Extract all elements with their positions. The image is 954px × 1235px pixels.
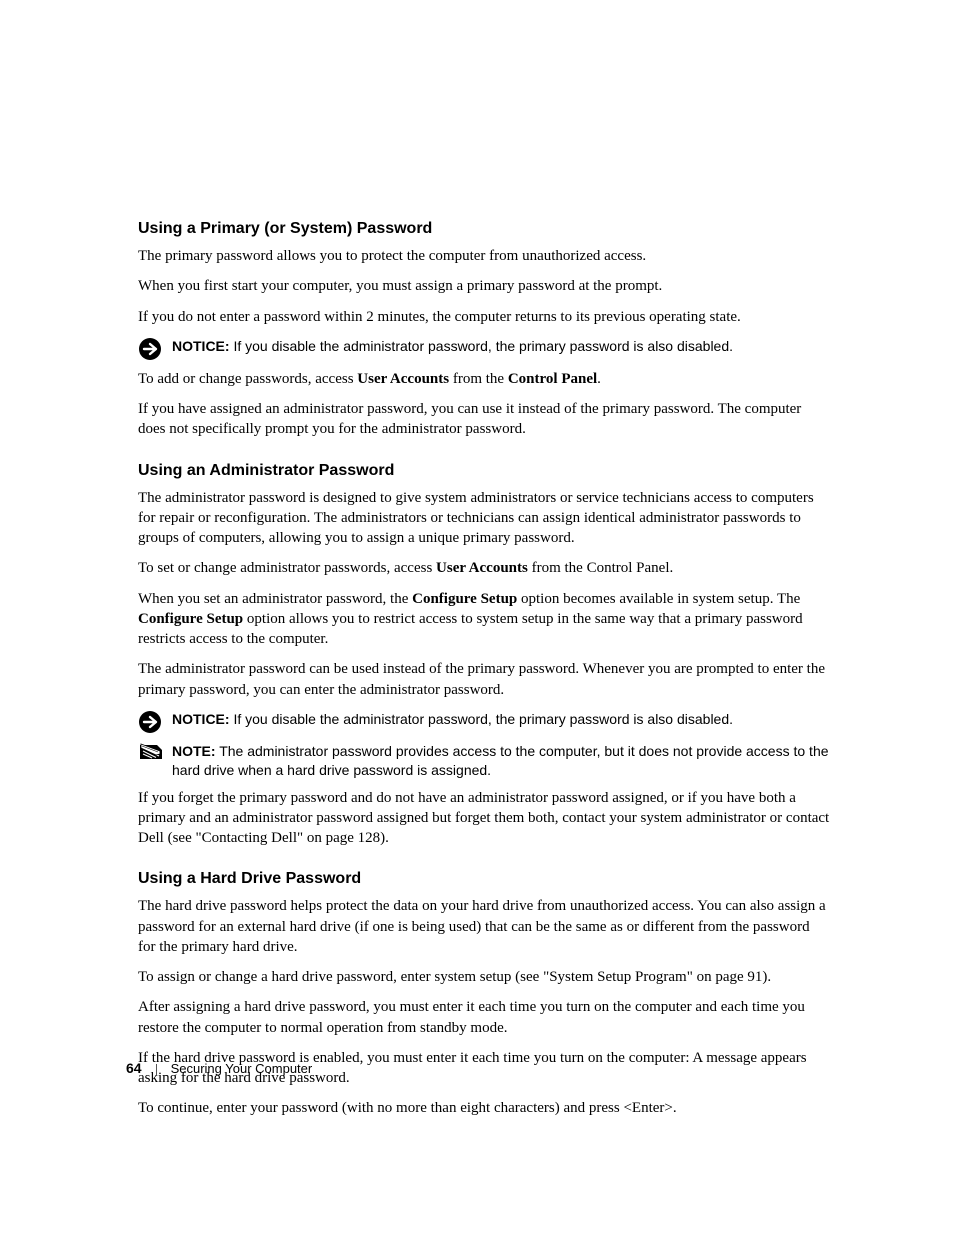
content-area: Using a Primary (or System) Password The… [138, 220, 830, 1129]
heading-primary-password: Using a Primary (or System) Password [138, 220, 830, 238]
body-text: To continue, enter your password (with n… [138, 1098, 830, 1118]
footer-separator [156, 1061, 157, 1076]
heading-hard-drive-password: Using a Hard Drive Password [138, 870, 830, 888]
note-callout: NOTE: The administrator password provide… [138, 742, 830, 780]
notice-icon [138, 337, 162, 361]
body-text: The primary password allows you to prote… [138, 246, 830, 266]
body-text: The administrator password is designed t… [138, 488, 830, 549]
note-body: The administrator password provides acce… [172, 743, 829, 778]
notice-text: NOTICE: If you disable the administrator… [172, 710, 830, 729]
body-text: To add or change passwords, access User … [138, 369, 830, 389]
body-text: The hard drive password helps protect th… [138, 896, 830, 957]
bold-term: Configure Setup [412, 591, 517, 607]
page-number: 64 [126, 1060, 142, 1076]
notice-label: NOTICE: [172, 711, 230, 727]
bold-term: User Accounts [436, 560, 528, 576]
bold-term: Control Panel [508, 371, 597, 387]
note-label: NOTE: [172, 743, 216, 759]
body-text: If you do not enter a password within 2 … [138, 307, 830, 327]
body-text: When you first start your computer, you … [138, 276, 830, 296]
notice-label: NOTICE: [172, 338, 230, 354]
notice-callout: NOTICE: If you disable the administrator… [138, 337, 830, 361]
notice-callout: NOTICE: If you disable the administrator… [138, 710, 830, 734]
body-text: When you set an administrator password, … [138, 589, 830, 650]
body-text: If you have assigned an administrator pa… [138, 399, 830, 440]
body-text: To assign or change a hard drive passwor… [138, 967, 830, 987]
page-footer: 64 Securing Your Computer [126, 1060, 826, 1076]
page: Using a Primary (or System) Password The… [0, 0, 954, 1235]
heading-admin-password: Using an Administrator Password [138, 462, 830, 480]
note-icon [138, 742, 162, 762]
notice-icon [138, 710, 162, 734]
notice-body: If you disable the administrator passwor… [230, 711, 733, 727]
body-text: To set or change administrator passwords… [138, 558, 830, 578]
footer-title: Securing Your Computer [171, 1061, 313, 1076]
body-text: The administrator password can be used i… [138, 659, 830, 700]
body-text: If you forget the primary password and d… [138, 788, 830, 849]
bold-term: Configure Setup [138, 611, 243, 627]
bold-term: User Accounts [357, 371, 449, 387]
notice-body: If you disable the administrator passwor… [230, 338, 733, 354]
body-text: After assigning a hard drive password, y… [138, 997, 830, 1038]
notice-text: NOTICE: If you disable the administrator… [172, 337, 830, 356]
note-text: NOTE: The administrator password provide… [172, 742, 830, 780]
